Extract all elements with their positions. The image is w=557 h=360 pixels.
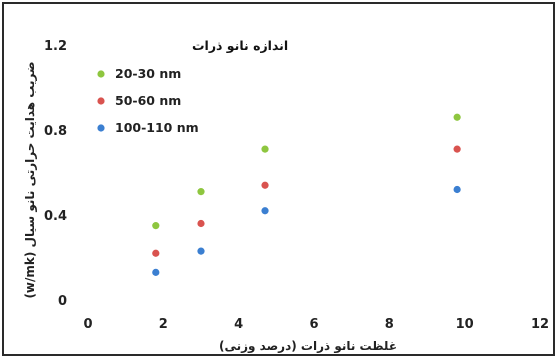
legend-title: اندازه نانو ذرات [192,38,288,53]
x-axis-ticks: 0 2 4 6 8 10 12 [83,317,549,332]
data-point-series-1 [453,113,461,121]
chart-frame [2,2,555,356]
legend-label: 50-60 nm [115,93,181,108]
data-point-series-2 [197,219,205,228]
y-tick-label: 0 [58,294,67,309]
data-point-series-1 [152,222,160,230]
legend-marker [97,70,105,78]
y-axis-title: ضریب هدایت حرارتی نانو سیال (w/mk) [23,61,38,298]
y-axis-ticks: 0 0.4 0.8 1.2 [44,39,67,309]
x-axis-title: غلظت نانو ذرات (درصد وزنی) [219,339,397,354]
y-tick-label: 1.2 [44,39,67,54]
data-point-series-3 [261,207,269,215]
x-tick-label: 6 [309,317,318,332]
data-point-series-2 [453,145,461,153]
data-points [152,113,461,276]
x-tick-label: 10 [456,317,474,332]
y-tick-label: 0.4 [44,209,67,224]
legend-label: 20-30 nm [115,66,181,81]
x-tick-label: 12 [531,317,549,332]
y-tick-label: 0.8 [44,124,67,139]
data-point-series-3 [453,185,461,194]
legend: اندازه نانو ذرات 20-30 nm 50-60 nm 100-110… [97,38,288,135]
legend-label: 100-110 nm [115,120,199,135]
data-point-series-1 [197,188,205,196]
x-tick-label: 4 [234,317,243,332]
data-point-series-1 [261,145,269,153]
x-tick-label: 8 [385,317,394,332]
legend-marker [97,97,105,105]
x-tick-label: 0 [83,317,92,332]
data-point-series-3 [152,268,160,276]
data-point-series-3 [197,247,205,255]
data-point-series-2 [261,181,269,189]
x-tick-label: 2 [159,317,168,332]
data-point-series-2 [152,249,160,257]
legend-marker [97,124,105,132]
